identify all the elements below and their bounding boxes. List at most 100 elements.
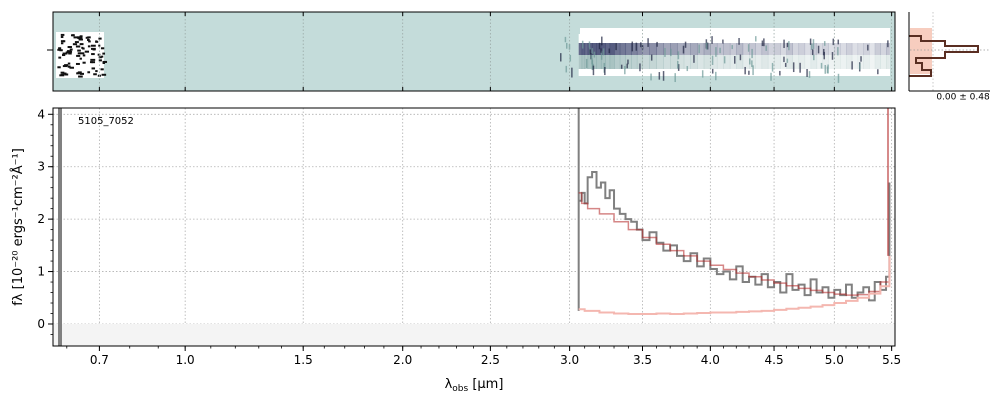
twod-noise-streak <box>627 59 629 65</box>
error-series <box>578 255 891 316</box>
twod-noise-streak <box>832 38 835 46</box>
zero-band <box>53 323 895 346</box>
twod-noise-streak <box>565 42 568 49</box>
twod-noise-pixel <box>95 40 99 43</box>
twod-noise-streak <box>820 62 823 69</box>
twod-noise-streak <box>765 45 767 51</box>
twod-trace-column <box>780 43 787 55</box>
twod-noise-streak <box>564 36 567 43</box>
twod-noise-pixel <box>58 56 62 59</box>
twod-trace-halo <box>822 55 829 69</box>
twod-noise-pixel <box>90 44 96 47</box>
twod-noise-streak <box>658 72 661 80</box>
twod-noise-streak <box>711 36 713 44</box>
twod-noise-streak <box>639 63 641 72</box>
twod-noise-streak <box>569 54 572 62</box>
twod-noise-streak <box>650 73 652 81</box>
twod-trace-halo <box>600 55 606 69</box>
twod-noise-streak <box>771 62 774 72</box>
twod-noise-streak <box>744 66 746 75</box>
twod-noise-streak <box>560 53 562 62</box>
twod-noise-streak <box>705 42 708 50</box>
twod-trace-column <box>755 43 763 55</box>
twod-trace-halo <box>683 55 691 69</box>
twod-trace-halo <box>716 55 724 69</box>
twod-noise-streak <box>615 43 617 51</box>
twod-trace-halo <box>851 55 859 69</box>
twod-noise-streak <box>809 38 812 45</box>
twod-noise-pixel <box>77 36 83 39</box>
twod-noise-streak <box>751 60 753 67</box>
main-frame <box>52 107 896 347</box>
spectrum-panel: 0.7 1.0 1.5 2.0 2.5 3.0 3.5 4.0 4.5 5.0 5.5 01234 … <box>10 107 901 394</box>
twod-noise-streak <box>751 48 753 59</box>
twod-noise-streak <box>826 66 829 74</box>
twod-trace-halo <box>840 55 847 69</box>
twod-noise-streak <box>859 63 861 70</box>
twod-trace-halo <box>886 55 890 69</box>
twod-trace-column <box>636 43 644 55</box>
twod-noise-pixel <box>102 60 108 63</box>
x-axis-label-unit: [μm] <box>468 377 503 392</box>
twod-trace-halo <box>581 55 586 69</box>
twod-trace-halo <box>828 55 835 69</box>
twod-trace-column <box>723 43 731 55</box>
twod-noise-pixel <box>62 54 66 57</box>
twod-noise-pixel <box>75 62 80 65</box>
twod-noise-streak <box>806 69 808 77</box>
twod-noise-streak <box>860 56 862 62</box>
twod-noise-streak <box>837 39 840 45</box>
twod-noise-streak <box>677 64 680 71</box>
twod-noise-streak <box>593 51 596 58</box>
twod-trace-column <box>846 43 853 55</box>
y-tick-label: 1 <box>37 265 45 279</box>
twod-trace-halo <box>605 55 611 69</box>
twod-trace-halo <box>767 55 775 69</box>
x-tick-label: 1.0 <box>176 353 195 367</box>
twod-noise-pixel <box>69 48 73 51</box>
twod-trace-column <box>880 43 887 55</box>
y-axis-label: fλ [10⁻²⁰ ergs⁻¹cm⁻²Å⁻¹] <box>10 148 26 306</box>
twod-noise-pixel <box>79 72 84 75</box>
twod-noise-streak <box>755 36 757 42</box>
twod-noise-pixel <box>58 47 62 50</box>
twod-noise-pixel <box>73 36 79 39</box>
twod-noise-streak <box>761 40 764 47</box>
twod-trace-column <box>649 43 657 55</box>
twod-noise-streak <box>701 70 704 78</box>
twod-trace-column <box>670 43 678 55</box>
twod-trace-column <box>710 43 718 55</box>
twod-noise-streak <box>647 38 649 47</box>
twod-noise-pixel <box>62 65 68 68</box>
twod-noise-streak <box>626 63 628 69</box>
twod-noise-pixel <box>68 50 73 53</box>
twod-trace-halo <box>587 55 593 69</box>
twod-trace-halo <box>792 55 800 69</box>
twod-noise-pixel <box>81 46 84 49</box>
twod-trace-column <box>742 43 750 55</box>
twod-noise-pixel <box>87 71 91 74</box>
twod-noise-streak <box>624 65 626 75</box>
twod-trace-column <box>642 43 651 55</box>
twod-trace-halo <box>609 55 615 69</box>
twod-noise-streak <box>711 68 714 74</box>
twod-trace-halo <box>774 55 781 69</box>
twod-trace-column <box>683 43 691 55</box>
y-tick-label: 0 <box>37 317 45 331</box>
twod-trace-halo <box>761 55 769 69</box>
histogram-step-line <box>909 35 979 77</box>
twod-noise-streak <box>877 69 879 75</box>
twod-trace-halo <box>804 55 812 69</box>
twod-trace-halo <box>710 55 718 69</box>
twod-trace-column <box>690 43 698 55</box>
twod-noise-pixel <box>60 42 64 45</box>
twod-trace-column <box>581 43 586 55</box>
twod-noise-pixel <box>79 57 82 60</box>
twod-trace-column <box>656 43 664 55</box>
twod-noise-streak <box>656 41 658 47</box>
object-id-label: 5105_7052 <box>78 116 134 127</box>
twod-noise-streak <box>686 66 689 72</box>
twod-noise-pixel <box>76 54 81 57</box>
twod-noise-streak <box>748 70 750 75</box>
twod-noise-pixel <box>76 72 80 75</box>
